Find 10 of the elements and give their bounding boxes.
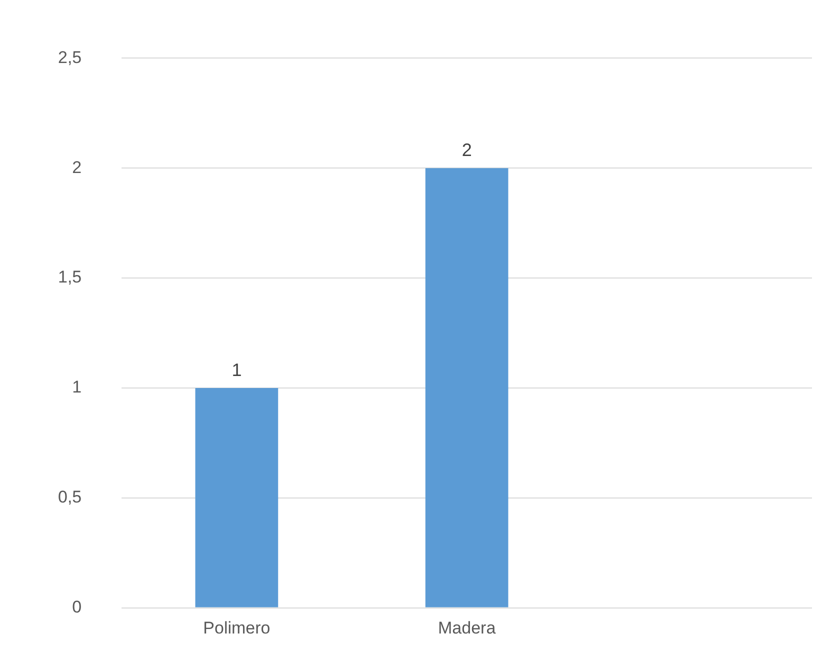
data-label: 2 bbox=[462, 140, 472, 160]
x-tick-label: Polimero bbox=[203, 618, 270, 638]
y-tick-label: 0 bbox=[72, 597, 82, 616]
y-tick-label: 0,5 bbox=[58, 488, 82, 507]
y-tick-label: 1,5 bbox=[58, 268, 82, 287]
y-tick-label: 2,5 bbox=[58, 48, 82, 67]
y-tick-label: 2 bbox=[72, 158, 82, 177]
y-tick-label: 1 bbox=[72, 378, 82, 397]
x-tick-label: Madera bbox=[438, 618, 496, 638]
data-label: 1 bbox=[232, 360, 242, 380]
